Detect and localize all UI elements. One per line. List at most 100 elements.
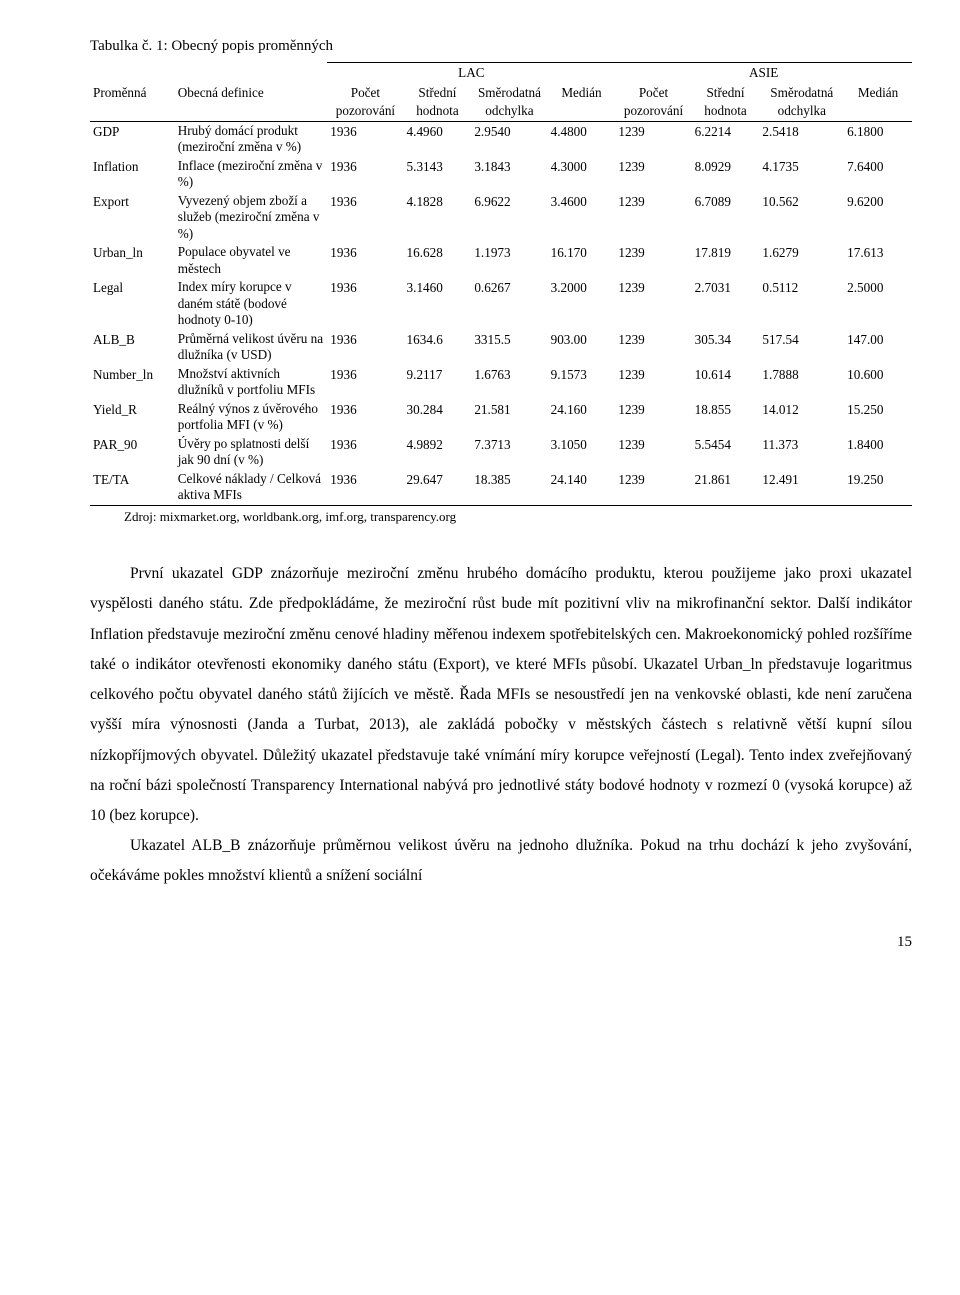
table-row: InflationInflace (meziroční změna v %)19… [90, 157, 912, 192]
table-cell: 1.8400 [844, 435, 912, 470]
table-cell: 4.4960 [404, 121, 472, 157]
table-cell: 2.5418 [759, 121, 844, 157]
table-cell: 10.562 [759, 192, 844, 244]
body-text: První ukazatel GDP znázorňuje meziroční … [90, 559, 912, 891]
table-cell: Průměrná velikost úvěru na dlužníka (v U… [175, 330, 328, 365]
table-cell: 14.012 [759, 400, 844, 435]
col-sd-asie: Směrodatná odchylka [759, 83, 844, 121]
table-cell: 18.855 [692, 400, 760, 435]
table-cell: 1239 [615, 400, 691, 435]
table-cell: 1239 [615, 435, 691, 470]
table-cell: 6.2214 [692, 121, 760, 157]
col-sd-lac: Směrodatná odchylka [471, 83, 547, 121]
table-row: PAR_90Úvěry po splatnosti delší jak 90 d… [90, 435, 912, 470]
table-cell: 2.5000 [844, 278, 912, 330]
variables-table: LAC ASIE Proměnná Obecná definice Počet … [90, 62, 912, 505]
table-cell: 1936 [327, 243, 403, 278]
paragraph-2: Ukazatel ALB_B znázorňuje průměrnou veli… [90, 831, 912, 891]
table-cell: 1936 [327, 435, 403, 470]
table-cell: 12.491 [759, 470, 844, 506]
table-cell: 1239 [615, 157, 691, 192]
table-cell: 1239 [615, 470, 691, 506]
table-cell: 10.614 [692, 365, 760, 400]
table-title: Tabulka č. 1: Obecný popis proměnných [90, 36, 912, 56]
table-cell: 1239 [615, 330, 691, 365]
table-cell: Yield_R [90, 400, 175, 435]
table-cell: 1.6279 [759, 243, 844, 278]
table-cell: 3.1460 [404, 278, 472, 330]
table-cell: 1239 [615, 365, 691, 400]
table-cell: GDP [90, 121, 175, 157]
table-cell: 3315.5 [471, 330, 547, 365]
table-cell: Vyvezený objem zboží a služeb (meziroční… [175, 192, 328, 244]
table-cell: 19.250 [844, 470, 912, 506]
group-asie: ASIE [615, 63, 912, 83]
table-cell: 11.373 [759, 435, 844, 470]
table-cell: 30.284 [404, 400, 472, 435]
table-cell: 7.3713 [471, 435, 547, 470]
group-lac: LAC [327, 63, 615, 83]
table-cell: 4.1735 [759, 157, 844, 192]
table-cell: 9.2117 [404, 365, 472, 400]
table-cell: 5.5454 [692, 435, 760, 470]
table-cell: 1634.6 [404, 330, 472, 365]
table-cell: 3.4600 [548, 192, 616, 244]
paragraph-1: První ukazatel GDP znázorňuje meziroční … [90, 559, 912, 831]
table-row: ExportVyvezený objem zboží a služeb (mez… [90, 192, 912, 244]
table-row: LegalIndex míry korupce v daném státě (b… [90, 278, 912, 330]
table-cell: Celkové náklady / Celková aktiva MFIs [175, 470, 328, 506]
table-cell: 1239 [615, 121, 691, 157]
table-cell: Inflace (meziroční změna v %) [175, 157, 328, 192]
table-cell: Množství aktivních dlužníků v portfoliu … [175, 365, 328, 400]
col-count-lac: Počet pozorování [327, 83, 403, 121]
table-row: ALB_BPrůměrná velikost úvěru na dlužníka… [90, 330, 912, 365]
table-cell: Number_ln [90, 365, 175, 400]
col-med-asie: Medián [844, 83, 912, 121]
table-source: Zdroj: mixmarket.org, worldbank.org, imf… [124, 508, 912, 526]
table-cell: 4.1828 [404, 192, 472, 244]
table-cell: 16.170 [548, 243, 616, 278]
table-cell: 21.861 [692, 470, 760, 506]
table-cell: 5.3143 [404, 157, 472, 192]
table-cell: 305.34 [692, 330, 760, 365]
table-row: Number_lnMnožství aktivních dlužníků v p… [90, 365, 912, 400]
table-cell: 1239 [615, 192, 691, 244]
table-cell: Hrubý domácí produkt (meziroční změna v … [175, 121, 328, 157]
table-cell: 6.7089 [692, 192, 760, 244]
table-cell: 4.4800 [548, 121, 616, 157]
col-med-lac: Medián [548, 83, 616, 121]
table-cell: 24.160 [548, 400, 616, 435]
table-cell: 7.6400 [844, 157, 912, 192]
table-cell: 15.250 [844, 400, 912, 435]
table-cell: 1.7888 [759, 365, 844, 400]
table-cell: 9.1573 [548, 365, 616, 400]
table-cell: 1936 [327, 365, 403, 400]
table-row: Yield_RReálný výnos z úvěrového portfoli… [90, 400, 912, 435]
table-cell: Úvěry po splatnosti delší jak 90 dní (v … [175, 435, 328, 470]
table-cell: 8.0929 [692, 157, 760, 192]
table-cell: 1936 [327, 157, 403, 192]
table-cell: ALB_B [90, 330, 175, 365]
table-cell: 2.9540 [471, 121, 547, 157]
table-cell: 2.7031 [692, 278, 760, 330]
table-cell: 6.9622 [471, 192, 547, 244]
table-cell: 903.00 [548, 330, 616, 365]
table-cell: 517.54 [759, 330, 844, 365]
table-cell: Legal [90, 278, 175, 330]
table-cell: 16.628 [404, 243, 472, 278]
table-cell: 4.3000 [548, 157, 616, 192]
table-cell: 1936 [327, 400, 403, 435]
table-cell: PAR_90 [90, 435, 175, 470]
table-cell: Reálný výnos z úvěrového portfolia MFI (… [175, 400, 328, 435]
table-cell: 3.1050 [548, 435, 616, 470]
table-cell: 6.1800 [844, 121, 912, 157]
table-cell: 18.385 [471, 470, 547, 506]
col-def: Obecná definice [175, 83, 328, 121]
table-cell: 1936 [327, 192, 403, 244]
table-cell: Export [90, 192, 175, 244]
col-var: Proměnná [90, 83, 175, 121]
table-cell: 3.2000 [548, 278, 616, 330]
table-cell: 1.1973 [471, 243, 547, 278]
table-cell: 1936 [327, 470, 403, 506]
table-cell: 29.647 [404, 470, 472, 506]
